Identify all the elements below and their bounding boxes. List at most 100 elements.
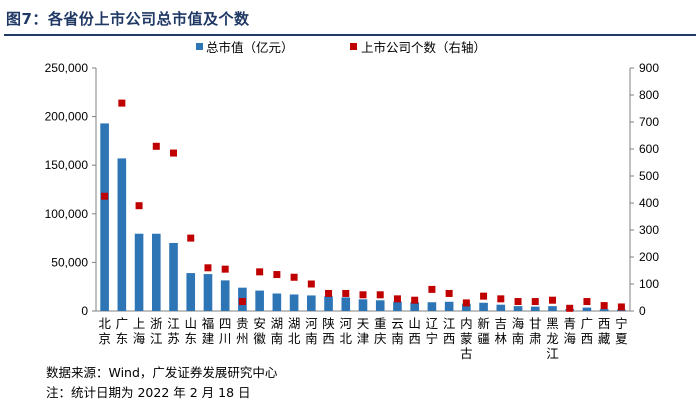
bar-黑龙江 — [548, 306, 557, 311]
right-tick-label: 500 — [639, 169, 659, 183]
marker-云南 — [393, 295, 401, 303]
marker-河北 — [342, 289, 350, 297]
bar-上海 — [134, 233, 144, 311]
bar-西藏 — [599, 309, 609, 311]
marker-吉林 — [497, 295, 505, 303]
category-label-山西: 山西 — [408, 316, 421, 346]
bar-重庆 — [375, 300, 385, 311]
category-label-西藏: 西藏 — [598, 316, 611, 346]
marker-四川 — [221, 265, 229, 273]
bar-甘肃 — [530, 306, 540, 311]
category-label-上海: 上海 — [133, 316, 146, 346]
marker-青海 — [566, 304, 574, 312]
marker-江苏 — [170, 149, 178, 157]
category-label-四川: 四川 — [219, 316, 232, 346]
right-tick-label: 800 — [639, 88, 659, 102]
marker-甘肃 — [531, 298, 539, 306]
bar-河南 — [307, 295, 316, 311]
marker-广东 — [118, 99, 126, 107]
bar-河北 — [341, 297, 351, 311]
category-label-天津: 天津 — [357, 316, 370, 346]
category-label-海南: 海南 — [512, 316, 525, 346]
bar-江苏 — [169, 242, 178, 311]
date-note: 注：统计日期为 2022 年 2 月 18 日 — [46, 385, 251, 400]
category-label-福建: 福建 — [202, 316, 215, 346]
bar-山东 — [186, 273, 196, 311]
right-tick-label: 200 — [639, 250, 659, 264]
category-label-陕西: 陕西 — [322, 316, 335, 346]
bar-海南 — [513, 306, 523, 311]
legend-bar-label: 总市值（亿元） — [206, 40, 294, 55]
marker-湖南 — [273, 271, 281, 279]
marker-陕西 — [325, 289, 333, 297]
bar-江西 — [444, 301, 454, 311]
marker-贵州 — [238, 298, 246, 306]
bar-北京 — [100, 123, 109, 312]
bar-山西 — [410, 302, 419, 311]
bar-福建 — [203, 274, 213, 311]
marker-辽宁 — [428, 285, 436, 293]
marker-福建 — [204, 264, 212, 272]
marker-山西 — [411, 296, 419, 304]
category-label-贵州: 贵州 — [236, 316, 249, 346]
category-label-北京: 北京 — [98, 316, 111, 346]
marker-海南 — [514, 298, 522, 306]
category-label-青海: 青海 — [563, 316, 576, 346]
legend-marker-label: 上市公司个数（右轴） — [361, 40, 486, 55]
category-label-广东: 广东 — [116, 316, 129, 346]
bar-浙江 — [151, 233, 161, 311]
category-label-安徽: 安徽 — [253, 316, 266, 346]
left-tick-label: 0 — [81, 304, 88, 318]
bar-安徽 — [255, 290, 264, 311]
marker-河南 — [307, 280, 315, 288]
marker-湖北 — [290, 273, 298, 281]
source-note: 数据来源：Wind，广发证券发展研究中心 — [46, 365, 278, 380]
category-label-河南: 河南 — [305, 316, 318, 346]
category-label-云南: 云南 — [391, 316, 404, 346]
marker-西藏 — [600, 302, 608, 310]
right-tick-label: 700 — [639, 115, 659, 129]
category-label-宁夏: 宁夏 — [615, 316, 628, 346]
category-label-江西: 江西 — [443, 316, 456, 346]
marker-新疆 — [480, 292, 488, 300]
left-tick-label: 200,000 — [45, 110, 89, 124]
category-label-黑龙江: 黑龙江 — [546, 316, 559, 360]
right-tick-label: 400 — [639, 196, 659, 210]
bar-天津 — [358, 299, 368, 311]
bar-辽宁 — [427, 302, 437, 311]
right-tick-label: 900 — [639, 61, 659, 75]
marker-安徽 — [256, 268, 264, 276]
figure-title: 图7：各省份上市公司总市值及个数 — [6, 10, 250, 28]
marker-黑龙江 — [548, 296, 556, 304]
category-label-甘肃: 甘肃 — [529, 316, 542, 346]
bar-陕西 — [324, 296, 333, 311]
bar-云南 — [393, 301, 402, 311]
marker-江西 — [445, 289, 453, 297]
marker-广西 — [583, 298, 591, 306]
marker-北京 — [101, 192, 109, 200]
bar-广西 — [582, 307, 592, 311]
category-label-新疆: 新疆 — [477, 316, 490, 346]
category-label-内蒙古: 内蒙古 — [460, 316, 473, 360]
marker-山东 — [187, 234, 195, 242]
bar-吉林 — [496, 304, 506, 311]
bar-湖南 — [272, 293, 282, 311]
category-label-辽宁: 辽宁 — [426, 316, 439, 346]
title-rule — [4, 34, 696, 36]
right-tick-label: 600 — [639, 142, 659, 156]
left-tick-label: 150,000 — [45, 158, 89, 172]
category-label-江苏: 江苏 — [167, 316, 180, 346]
marker-宁夏 — [617, 303, 625, 311]
category-label-湖南: 湖南 — [271, 316, 284, 346]
bar-新疆 — [479, 302, 488, 311]
bar-四川 — [220, 280, 230, 311]
marker-上海 — [135, 202, 143, 210]
chart: 0 50,000 100,000 150,000 200,000 250,000 0 100 2… — [45, 40, 660, 360]
bar-内蒙古 — [462, 303, 471, 311]
marker-天津 — [359, 291, 367, 299]
bar-湖北 — [289, 294, 299, 311]
left-tick-label: 50,000 — [51, 255, 88, 269]
right-tick-label: 0 — [639, 304, 646, 318]
marker-重庆 — [376, 291, 384, 299]
category-label-湖北: 湖北 — [288, 316, 301, 346]
